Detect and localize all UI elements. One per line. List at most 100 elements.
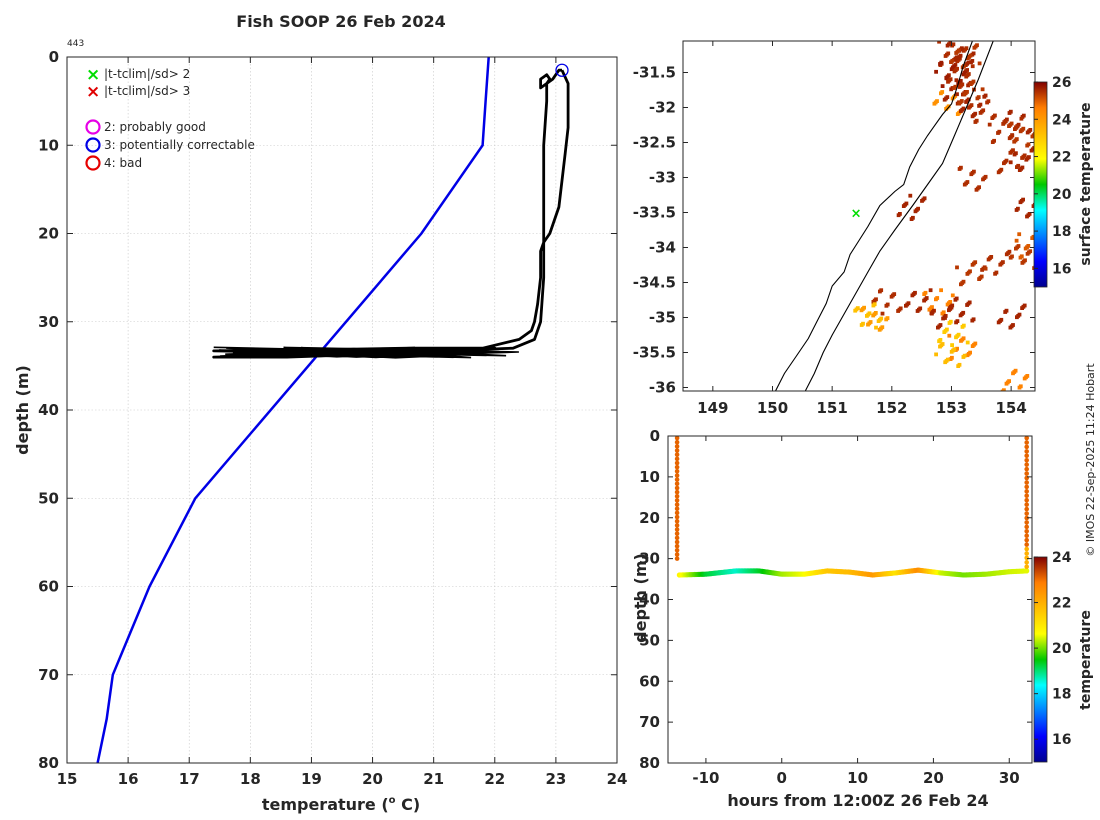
sst-pixel bbox=[974, 118, 979, 123]
ascent-point bbox=[1024, 471, 1029, 476]
sst-pixel bbox=[956, 48, 961, 53]
sst-pixel bbox=[999, 167, 1004, 172]
depth-time-points bbox=[674, 436, 1030, 578]
sst-pixel bbox=[1014, 151, 1018, 156]
sst-pixel bbox=[946, 104, 951, 109]
sst-pixel bbox=[977, 61, 982, 66]
sst-pixel bbox=[950, 355, 954, 360]
colorbar-tick-label: 20 bbox=[1052, 641, 1072, 657]
sst-pixel bbox=[955, 92, 959, 97]
descent-point bbox=[674, 502, 680, 507]
sst-pixel bbox=[1001, 260, 1005, 264]
descent-point bbox=[674, 456, 680, 462]
y-tick-label: 50 bbox=[639, 631, 660, 649]
sst-pixel bbox=[993, 113, 997, 118]
sst-pixel bbox=[1023, 258, 1027, 263]
y-tick-label: -34.5 bbox=[633, 274, 676, 292]
sst-colorbar-ticks: 16 18 20 22 24 26 bbox=[1034, 75, 1072, 277]
descent-point bbox=[674, 543, 680, 549]
x-tick-label: 23 bbox=[545, 770, 566, 788]
sst-pixel bbox=[959, 99, 964, 103]
sst-pixel bbox=[1008, 160, 1013, 165]
sst-pixel bbox=[973, 111, 978, 116]
sst-pixel bbox=[1026, 142, 1031, 147]
depth-time-xlabel: hours from 12:00Z 26 Feb 24 bbox=[727, 791, 988, 810]
sst-pixel bbox=[868, 320, 873, 324]
sst-pixel bbox=[950, 293, 955, 298]
sst-pixel bbox=[956, 332, 961, 337]
descent-point bbox=[674, 493, 680, 499]
descent-point bbox=[674, 489, 680, 495]
x-tick-label: 15 bbox=[57, 770, 78, 788]
sst-pixel bbox=[885, 316, 890, 320]
sst-pixel bbox=[1004, 158, 1009, 163]
x-tick-label: 30 bbox=[999, 769, 1020, 787]
sst-pixel bbox=[975, 43, 979, 48]
colorbar-tick-label: 24 bbox=[1052, 550, 1072, 566]
sst-pixel bbox=[855, 306, 860, 310]
ascent-point bbox=[1024, 497, 1029, 503]
sst-pixel bbox=[965, 340, 970, 345]
sst-pixel bbox=[976, 95, 981, 99]
sst-pixel bbox=[964, 46, 969, 51]
sst-pixel bbox=[962, 353, 967, 358]
colorbar-tick-label: 16 bbox=[1052, 261, 1071, 277]
ascent-point bbox=[1024, 493, 1029, 499]
sst-pixel bbox=[973, 260, 978, 265]
x-tick-label: 151 bbox=[816, 399, 847, 417]
sst-pixel bbox=[939, 288, 943, 293]
colorbar-tick-label: 18 bbox=[1052, 224, 1071, 240]
sst-pixel bbox=[937, 41, 941, 44]
colorbar-tick-label: 26 bbox=[1052, 75, 1071, 91]
descent-point bbox=[674, 552, 680, 557]
sst-pixel bbox=[966, 97, 971, 102]
sst-pixel bbox=[948, 319, 953, 324]
sst-pixel bbox=[987, 122, 992, 127]
sst-pixel bbox=[1010, 254, 1014, 259]
sst-pixel bbox=[958, 53, 963, 58]
sst-pixel bbox=[957, 362, 962, 367]
legend-marker-3-icon: × bbox=[86, 82, 100, 102]
sst-pixel bbox=[960, 46, 964, 51]
y-tick-label: 0 bbox=[49, 48, 59, 66]
ascent-point bbox=[1024, 466, 1029, 472]
sst-pixel bbox=[947, 333, 952, 338]
sst-pixel bbox=[951, 42, 956, 47]
sst-pixel bbox=[1004, 308, 1009, 313]
sst-pixel bbox=[961, 336, 966, 341]
sst-pixel bbox=[943, 316, 947, 320]
colorbar-tick-label: 20 bbox=[1052, 187, 1072, 203]
legend-flag-4-label: 4: bad bbox=[104, 156, 142, 170]
sst-pixel bbox=[977, 185, 981, 190]
sst-pixel bbox=[1017, 312, 1022, 317]
ascent-point bbox=[1024, 462, 1029, 467]
sst-pixel bbox=[934, 352, 938, 357]
sst-pixel bbox=[1002, 388, 1006, 391]
x-tick-label: 17 bbox=[179, 770, 200, 788]
sst-pixel bbox=[980, 87, 985, 92]
sst-pixel bbox=[1009, 121, 1014, 126]
x-tick-label: 10 bbox=[847, 769, 868, 787]
sst-pixel bbox=[999, 317, 1004, 322]
x-tick-label: -10 bbox=[692, 769, 719, 787]
sst-pixel bbox=[1003, 119, 1008, 124]
sst-pixel bbox=[983, 93, 988, 98]
y-tick-label: 20 bbox=[639, 509, 660, 527]
sst-pixel bbox=[879, 288, 884, 293]
sst-pixel bbox=[950, 58, 955, 63]
sst-pixel bbox=[948, 41, 953, 45]
descent-point bbox=[674, 498, 680, 503]
sst-map: × 149 150 151 152 153 154 -31.5 -32 -32.5 -33 -33.… bbox=[633, 40, 1094, 417]
ascent-point bbox=[1024, 453, 1029, 459]
sst-pixel bbox=[989, 255, 994, 259]
sst-pixel bbox=[945, 95, 950, 99]
descent-point bbox=[674, 473, 680, 478]
sst-pixel bbox=[968, 269, 972, 274]
descent-point bbox=[674, 527, 680, 532]
sst-pixel bbox=[945, 75, 950, 79]
sst-pixel bbox=[1018, 384, 1023, 389]
ascent-point bbox=[1024, 542, 1029, 547]
sst-pixel bbox=[970, 59, 975, 63]
sst-pixel bbox=[1027, 212, 1032, 216]
